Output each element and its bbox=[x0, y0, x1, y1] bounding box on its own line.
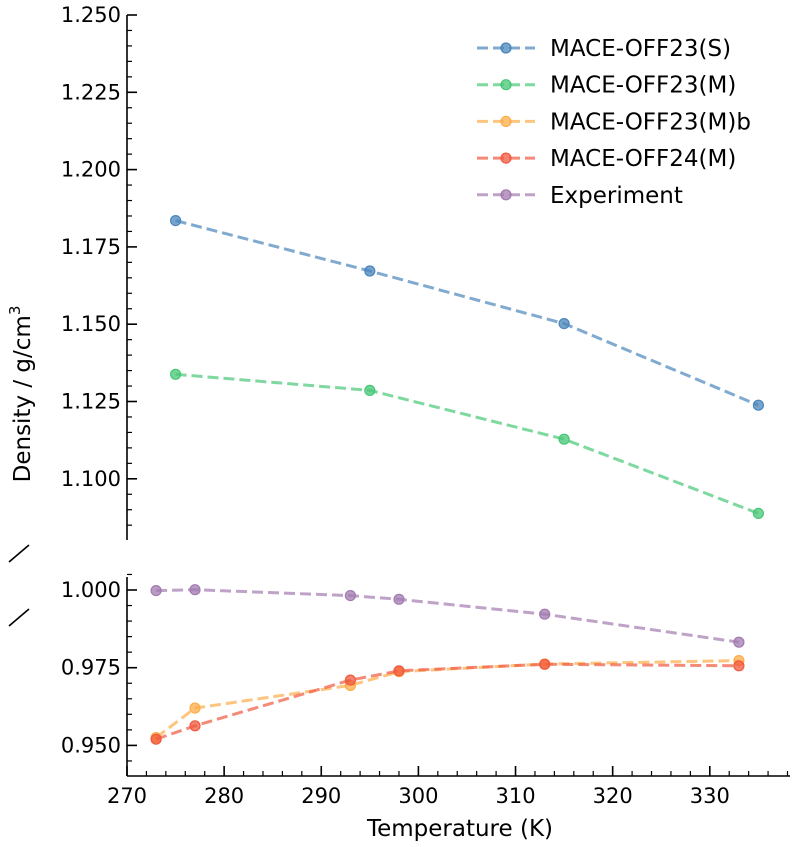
axis-break-mark-upper bbox=[8, 544, 30, 563]
legend-marker bbox=[500, 79, 512, 91]
x-tick-label: 290 bbox=[301, 784, 341, 808]
legend-label: MACE-OFF23(M) bbox=[550, 73, 736, 99]
data-point bbox=[170, 368, 182, 380]
data-point bbox=[189, 720, 201, 732]
upper-y-tick-label: 1.200 bbox=[61, 158, 121, 182]
data-point bbox=[733, 660, 745, 672]
upper-y-tick-label: 1.100 bbox=[61, 467, 121, 491]
legend-label: Experiment bbox=[550, 183, 683, 209]
data-point bbox=[752, 399, 765, 411]
data-point bbox=[344, 674, 356, 686]
legend: MACE-OFF23(S) MACE-OFF23(M) MACE-OFF23(M)b… bbox=[477, 36, 751, 209]
x-tick-label: 270 bbox=[107, 784, 147, 808]
upper-panel: 1.100 1.125 1.150 1.175 1.200 1.225 1.250 bbox=[61, 3, 137, 540]
legend-marker bbox=[500, 152, 512, 164]
x-tick-label: 280 bbox=[204, 784, 244, 808]
lower-panel: 0.950 0.975 1.000 bbox=[61, 573, 137, 776]
legend-item: MACE-OFF23(M) bbox=[477, 73, 736, 99]
legend-label: MACE-OFF23(M)b bbox=[550, 109, 751, 135]
legend-item: MACE-OFF23(S) bbox=[477, 36, 731, 62]
legend-marker bbox=[500, 115, 512, 128]
legend-label: MACE-OFF24(M) bbox=[550, 146, 736, 172]
series-line bbox=[156, 588, 740, 644]
axis-break-mark-lower bbox=[8, 608, 30, 627]
legend-item: MACE-OFF24(M) bbox=[477, 146, 736, 172]
legend-item: Experiment bbox=[477, 183, 683, 209]
x-tick-label: 320 bbox=[593, 784, 633, 808]
axis-labels: Temperature (K) Density / g/cm3 bbox=[6, 306, 553, 842]
data-point bbox=[344, 589, 356, 602]
data-point bbox=[752, 507, 765, 520]
upper-y-tick-label: 1.250 bbox=[61, 3, 121, 27]
y-axis-label: Density / g/cm3 bbox=[6, 306, 36, 483]
series-mace-off23-m- bbox=[170, 368, 765, 520]
data-point bbox=[364, 384, 376, 396]
axis-break-marks bbox=[8, 544, 30, 627]
series-experiment bbox=[150, 584, 745, 648]
series-mace-off23-s- bbox=[170, 215, 765, 411]
data-point bbox=[539, 608, 551, 620]
data-point bbox=[189, 702, 201, 714]
data-point bbox=[364, 265, 376, 277]
data-point bbox=[170, 215, 182, 227]
x-tick-label: 300 bbox=[398, 784, 438, 808]
legend-label: MACE-OFF23(S) bbox=[550, 36, 731, 62]
data-point bbox=[733, 636, 745, 648]
data-point bbox=[558, 318, 570, 330]
data-point bbox=[393, 593, 405, 605]
upper-y-tick-label: 1.175 bbox=[61, 235, 121, 259]
y-axis-label-text: Density / g/cm bbox=[10, 315, 36, 482]
x-tick-label: 310 bbox=[495, 784, 535, 808]
lower-y-tick-label: 0.975 bbox=[61, 656, 121, 680]
upper-y-tick-label: 1.125 bbox=[61, 390, 121, 414]
series-line bbox=[175, 372, 759, 515]
upper-y-tick-label: 1.225 bbox=[61, 80, 121, 104]
data-point bbox=[150, 733, 162, 745]
series-layer bbox=[150, 215, 765, 745]
data-point bbox=[558, 433, 570, 445]
data-point bbox=[189, 584, 201, 596]
series-line bbox=[155, 662, 739, 741]
series-line bbox=[155, 659, 739, 739]
upper-y-tick-label: 1.150 bbox=[61, 312, 121, 336]
x-axis: 270 280 290 300 310 320 330 bbox=[107, 766, 790, 808]
legend-marker bbox=[500, 189, 512, 201]
data-point bbox=[393, 665, 405, 677]
lower-y-tick-label: 1.000 bbox=[61, 578, 121, 602]
legend-item: MACE-OFF23(M)b bbox=[477, 109, 751, 135]
data-point bbox=[539, 658, 551, 670]
x-tick-label: 330 bbox=[690, 784, 730, 808]
series-mace-off24-m- bbox=[150, 658, 745, 745]
lower-y-tick-label: 0.950 bbox=[61, 733, 121, 757]
x-axis-label: Temperature (K) bbox=[366, 816, 553, 842]
data-point bbox=[150, 584, 162, 597]
series-mace-off23-m-b bbox=[150, 654, 745, 744]
legend-marker bbox=[500, 42, 512, 54]
series-line bbox=[175, 219, 759, 407]
y-axis-label-superscript: 3 bbox=[6, 306, 24, 316]
